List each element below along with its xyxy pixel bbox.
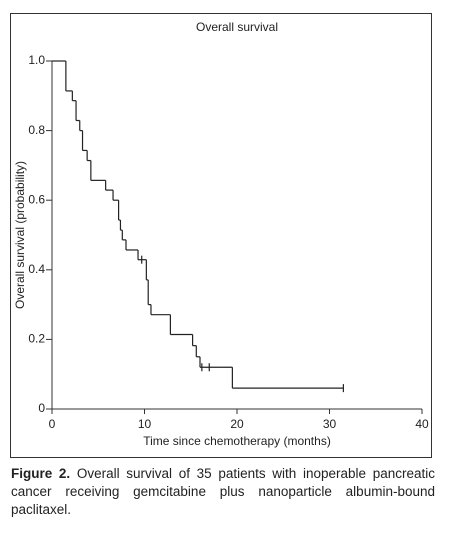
x-tick-label: 30 xyxy=(323,417,337,431)
chart-title: Overall survival xyxy=(196,20,278,34)
frame xyxy=(10,13,432,458)
y-tick-label: 0.2 xyxy=(28,332,45,346)
x-tick-label: 0 xyxy=(49,417,56,431)
y-axis-label: Overall survival (probability) xyxy=(13,161,27,309)
x-tick-label: 40 xyxy=(415,417,429,431)
y-tick-label: 0.6 xyxy=(28,192,45,206)
y-tick-label: 1.0 xyxy=(28,53,45,67)
x-tick-label: 10 xyxy=(138,417,152,431)
y-tick-label: 0.4 xyxy=(28,262,45,276)
y-tick-label: 0 xyxy=(38,401,45,415)
y-tick-label: 0.8 xyxy=(28,123,45,137)
chart: Overall survival Time since chemotherapy… xyxy=(10,13,432,458)
caption-label: Figure 2. xyxy=(11,466,71,481)
caption-text: Overall survival of 35 patients with ino… xyxy=(11,466,435,517)
caption: Figure 2. Overall survival of 35 patient… xyxy=(11,465,435,519)
x-axis-label: Time since chemotherapy (months) xyxy=(143,434,331,448)
x-tick-label: 20 xyxy=(230,417,244,431)
